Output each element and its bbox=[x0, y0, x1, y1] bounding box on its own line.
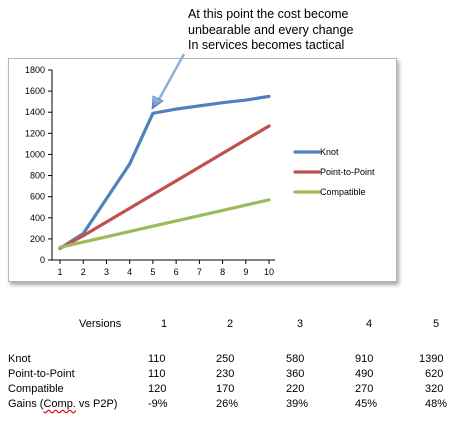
table-row-compatible: Compatible 120 170 220 270 320 bbox=[8, 383, 458, 398]
annotation-line-3: In services becomes tactical bbox=[188, 38, 345, 52]
x-tick-label: 9 bbox=[243, 267, 248, 277]
cell: 110 bbox=[148, 353, 166, 365]
annotation-line-1: At this point the cost become bbox=[188, 7, 349, 21]
y-tick-label: 1600 bbox=[25, 86, 45, 96]
cell: 26% bbox=[216, 398, 239, 410]
row-label: Point-to-Point bbox=[8, 368, 75, 380]
legend-label: Compatible bbox=[320, 187, 366, 197]
table-header-col-4: 4 bbox=[366, 318, 373, 330]
table-header-col-1: 1 bbox=[161, 318, 168, 330]
row-label-part: Gains ( bbox=[8, 398, 44, 410]
cell: -9% bbox=[148, 398, 168, 410]
cell: 110 bbox=[148, 368, 166, 380]
table-header-col-5: 5 bbox=[433, 318, 440, 330]
cell: 45% bbox=[355, 398, 378, 410]
table-header-row: Versions 1 2 3 4 5 bbox=[8, 318, 458, 333]
x-tick-label: 1 bbox=[57, 267, 62, 277]
cell: 250 bbox=[216, 353, 235, 365]
series-line-knot bbox=[58, 94, 271, 250]
cell: 39% bbox=[286, 398, 309, 410]
table-row-knot: Knot 110 250 580 910 1390 bbox=[8, 353, 458, 368]
cell: 48% bbox=[425, 398, 448, 410]
cell: 490 bbox=[355, 368, 374, 380]
row-label: Knot bbox=[8, 353, 31, 365]
table-header-col-2: 2 bbox=[227, 318, 234, 330]
table-header-col-3: 3 bbox=[297, 318, 304, 330]
series-line-point-to-point bbox=[58, 124, 271, 250]
y-tick-label: 600 bbox=[30, 192, 45, 202]
x-tick-label: 10 bbox=[264, 267, 274, 277]
cell: 120 bbox=[148, 383, 167, 395]
y-tick-label: 400 bbox=[30, 213, 45, 223]
cell: 360 bbox=[286, 368, 305, 380]
table-header-label: Versions bbox=[79, 318, 122, 330]
x-tick-label: 3 bbox=[104, 267, 109, 277]
y-tick-label: 1000 bbox=[25, 149, 45, 159]
y-tick-label: 0 bbox=[40, 255, 45, 265]
table-row-point-to-point: Point-to-Point 110 230 360 490 620 bbox=[8, 368, 458, 383]
cell: 320 bbox=[425, 383, 444, 395]
annotation-line-2: unbearable and every change bbox=[188, 22, 354, 37]
x-tick-label: 4 bbox=[127, 267, 132, 277]
table-row-gains: Gains (Comp. vs P2P) -9% 26% 39% 45% 48% bbox=[8, 398, 458, 413]
cell: 910 bbox=[355, 353, 374, 365]
y-tick-label: 1800 bbox=[25, 65, 45, 75]
row-label-part: vs P2P) bbox=[75, 398, 118, 410]
x-tick-label: 7 bbox=[197, 267, 202, 277]
cell: 1390 bbox=[419, 353, 444, 365]
cell: 620 bbox=[425, 368, 444, 380]
cell: 580 bbox=[286, 353, 305, 365]
legend-label: Point-to-Point bbox=[320, 167, 375, 177]
row-label: Compatible bbox=[8, 383, 64, 395]
cell: 170 bbox=[216, 383, 235, 395]
cell: 270 bbox=[355, 383, 374, 395]
chart-area: 0 200 400 600 800 1000 1200 1400 1600 1800 1 2 3 4 5 6 7… bbox=[8, 58, 397, 282]
line-chart: 0 200 400 600 800 1000 1200 1400 1600 1800 1 2 3 4 5 6 7… bbox=[25, 65, 375, 277]
legend-label: Knot bbox=[320, 147, 339, 157]
series-line-compatible bbox=[58, 198, 271, 249]
y-tick-label: 1200 bbox=[25, 128, 45, 138]
x-tick-label: 6 bbox=[174, 267, 179, 277]
y-tick-label: 800 bbox=[30, 171, 45, 181]
x-tick-label: 8 bbox=[220, 267, 225, 277]
cell: 230 bbox=[216, 368, 235, 380]
x-tick-label: 5 bbox=[150, 267, 155, 277]
y-tick-label: 1400 bbox=[25, 107, 45, 117]
cell: 220 bbox=[286, 383, 305, 395]
x-tick-label: 2 bbox=[81, 267, 86, 277]
row-label: Gains (Comp. vs P2P) bbox=[8, 398, 117, 410]
chart-annotation: At this point the cost become unbearable… bbox=[188, 7, 388, 54]
data-table: Versions 1 2 3 4 5 Knot 110 250 580 910 … bbox=[8, 318, 458, 413]
y-tick-label: 200 bbox=[30, 234, 45, 244]
spellcheck-word: Comp. bbox=[43, 398, 76, 410]
